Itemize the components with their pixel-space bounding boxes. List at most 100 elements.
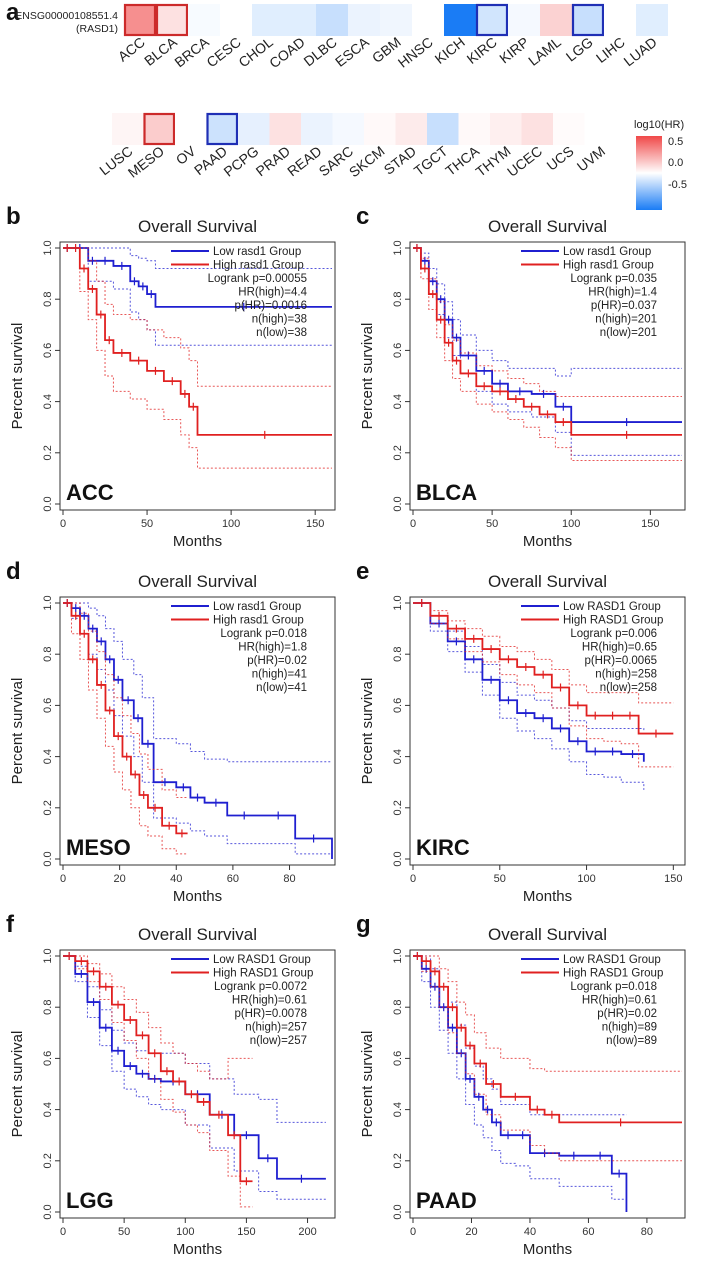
km-panel-kirc: e Overall Survival 0.0 0.2 0.4 0.6 0.8 1.0 0 50 10… [356,558,686,905]
significance-box-lgg [571,3,605,37]
x-tick-label: 100 [562,518,580,530]
x-axis-title: Months [173,888,222,905]
x-axis-title: Months [173,533,222,550]
x-tick-label: 150 [237,1226,255,1238]
heatmap-cell-sarc [332,113,364,145]
y-tick-label: 0.2 [42,445,54,460]
legend-stat: n(low)=258 [600,682,657,694]
y-axis-title: Percent survival [359,678,376,785]
significance-box-kirc [475,3,509,37]
heatmap-panel: a ENSG00000108551.4 (RASD1) ACCBLCABRCAC… [6,0,687,210]
plot-title: Overall Survival [488,217,607,236]
colorbar-tick-mid: 0.0 [668,157,683,169]
ci-lower-low [63,602,333,859]
legend-stat: n(high)=38 [252,314,307,326]
colorbar-tick-high: 0.5 [668,136,683,148]
x-tick-label: 20 [465,1226,477,1238]
heatmap-label-ucec: UCEC [504,143,545,180]
heatmap-cell-pcpg [238,113,270,145]
x-tick-label: 40 [524,1226,536,1238]
legend-stat: n(low)=257 [250,1035,307,1047]
cancer-type-label: ACC [66,480,114,505]
survival-curve-high [63,602,188,835]
y-tick-label: 0.4 [42,749,54,764]
legend-stat: n(low)=201 [600,327,657,339]
colorbar-tick-low: -0.5 [668,179,687,191]
y-tick-label: 0.6 [392,343,404,358]
x-tick-label: 80 [283,873,295,885]
y-tick-label: 0.4 [42,1102,54,1117]
x-tick-label: 0 [60,1226,66,1238]
heatmap-cell-tgct [427,113,459,145]
legend-stat: p(HR)=0.037 [591,300,657,312]
legend-stat: p(HR)=0.02 [247,655,307,667]
ci-lower-high [413,955,682,1162]
x-tick-label: 60 [582,1226,594,1238]
heatmap-label-meso: MESO [125,143,167,181]
ci-upper-high [63,955,253,1080]
ci-upper-low [413,602,645,731]
significance-box-paad [206,112,239,146]
ci-lower-high [63,955,253,1208]
heatmap-label-laml: LAML [525,34,564,69]
y-tick-label: 1.0 [392,240,404,255]
heatmap-cell-coad [284,4,316,36]
y-tick-label: 0.8 [392,292,404,307]
plot-frame [59,241,336,511]
ci-upper-high [413,955,682,1072]
heatmap-label-kirc: KIRC [464,34,500,67]
heatmap-cell-uvm [584,113,616,145]
plot-frame [409,241,686,511]
y-tick-label: 0.2 [392,800,404,815]
heatmap-cell-brca [188,4,220,36]
x-tick-label: 150 [306,518,324,530]
legend-entry: High rasd1 Group [213,615,304,627]
x-tick-label: 50 [118,1226,130,1238]
heatmap-label-uvm: UVM [574,143,608,175]
significance-box-meso [143,112,176,146]
heatmap-label-cesc: CESC [203,34,244,71]
heatmap-cell-hnsc [412,4,444,36]
heatmap-cell-gbm [380,4,412,36]
heatmap-cell-ov [175,113,207,145]
survival-curve-high [63,247,332,436]
y-tick-label: 0.8 [42,647,54,662]
cancer-type-label: LGG [66,1188,114,1213]
y-tick-label: 0.0 [392,496,404,511]
heatmap-cell-thym [490,113,522,145]
ci-upper-high [63,602,188,799]
legend-entry: Low RASD1 Group [213,954,311,966]
legend-stat: n(high)=41 [252,669,307,681]
x-axis-title: Months [523,1241,572,1258]
heatmap-label-prad: PRAD [253,143,294,180]
heatmap-cell-lgg [572,4,604,36]
legend-stat: p(HR)=0.0078 [234,1008,307,1020]
plot-title: Overall Survival [488,925,607,944]
ci-lower-high [413,602,674,768]
heatmap-cell-lusc [112,113,144,145]
km-panel-blca: c Overall Survival 0.0 0.2 0.4 0.6 0.8 1.0 0 50 10… [356,203,686,550]
gene-name-label: (RASD1) [76,23,118,35]
km-panel-paad: g Overall Survival 0.0 0.2 0.4 0.6 0.8 1.0 0 20 40… [356,911,686,1258]
legend-stat: HR(high)=1.8 [238,642,307,654]
x-tick-label: 50 [494,873,506,885]
ci-lower-low [413,955,627,1212]
heatmap-label-skcm: SKCM [346,143,388,181]
gene-id-label: ENSG00000108551.4 [15,10,118,22]
heatmap-cell-prad [269,113,301,145]
y-tick-label: 0.2 [42,1153,54,1168]
cancer-type-label: BLCA [416,480,477,505]
x-tick-label: 150 [641,518,659,530]
heatmap-cell-dlbc [316,4,348,36]
ci-lower-low [63,247,332,346]
heatmap-label-esca: ESCA [332,33,372,69]
ci-lower-low [413,602,645,790]
heatmap-cell-meso [143,113,175,145]
legend-stat: n(low)=89 [606,1035,657,1047]
y-tick-label: 1.0 [42,595,54,610]
survival-panels: b Overall Survival 0.0 0.2 0.4 0.6 0.8 1.0 0 50 10… [6,203,686,1258]
y-tick-label: 0.8 [42,292,54,307]
legend-entry: Low rasd1 Group [563,246,651,258]
y-tick-label: 0.8 [42,1000,54,1015]
